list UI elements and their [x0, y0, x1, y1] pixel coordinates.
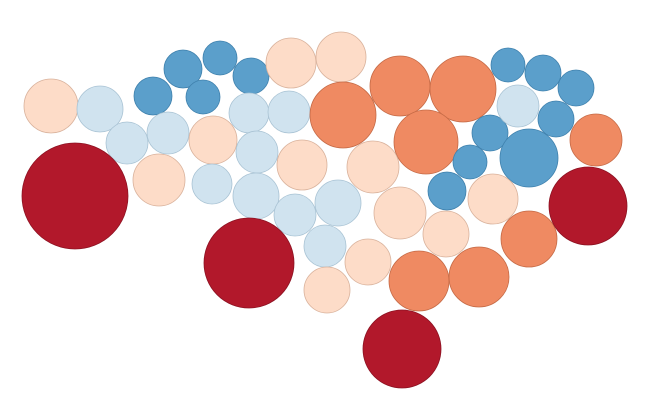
bubble-dark-blue: [185, 79, 221, 115]
bubble-layer: [21, 31, 628, 389]
bubble-dark-blue: [133, 76, 173, 116]
bubble-light-peach: [276, 139, 328, 191]
bubble-dark-blue: [202, 40, 238, 76]
bubble-dark-blue: [490, 47, 526, 83]
bubble-light-peach: [344, 238, 392, 286]
bubble-dark-blue: [471, 114, 509, 152]
bubble-dark-blue: [499, 128, 559, 188]
bubble-light-peach: [132, 153, 186, 207]
bubble-light-blue: [267, 90, 311, 134]
bubble-light-blue: [146, 111, 190, 155]
bubble-light-blue: [273, 193, 317, 237]
bubble-light-blue: [76, 85, 124, 133]
bubble-light-peach: [188, 115, 238, 165]
bubble-light-blue: [235, 130, 279, 174]
bubble-light-peach: [23, 78, 79, 134]
bubble-light-blue: [232, 172, 280, 220]
bubble-dark-red: [548, 166, 628, 246]
bubble-dark-red: [21, 142, 129, 250]
bubble-light-blue: [191, 163, 233, 205]
bubble-dark-blue: [232, 57, 270, 95]
bubble-orange: [429, 55, 497, 123]
bubble-orange: [569, 113, 623, 167]
bubble-orange: [369, 55, 431, 117]
bubble-dark-blue: [537, 100, 575, 138]
bubble-light-blue: [303, 224, 347, 268]
bubble-dark-blue: [524, 54, 562, 92]
bubble-light-peach: [467, 173, 519, 225]
bubble-dark-red: [203, 217, 295, 309]
bubble-orange: [309, 81, 377, 149]
bubble-dark-blue: [163, 49, 203, 89]
bubble-light-peach: [346, 140, 400, 194]
bubble-light-blue: [496, 84, 540, 128]
bubble-light-peach: [422, 210, 470, 258]
bubble-light-peach: [303, 266, 351, 314]
bubble-dark-blue: [557, 69, 595, 107]
bubble-dark-blue: [452, 144, 488, 180]
bubble-orange: [448, 246, 510, 308]
bubble-orange: [388, 250, 450, 312]
bubble-light-peach: [265, 37, 317, 89]
bubble-orange: [393, 109, 459, 175]
bubble-light-blue: [228, 92, 270, 134]
bubble-light-peach: [373, 186, 427, 240]
bubble-dark-red: [362, 309, 442, 389]
bubble-light-blue: [105, 121, 149, 165]
bubble-dark-blue: [427, 171, 467, 211]
bubble-light-peach: [315, 31, 367, 83]
bubble-light-blue: [314, 179, 362, 227]
bubble-orange: [500, 210, 558, 268]
